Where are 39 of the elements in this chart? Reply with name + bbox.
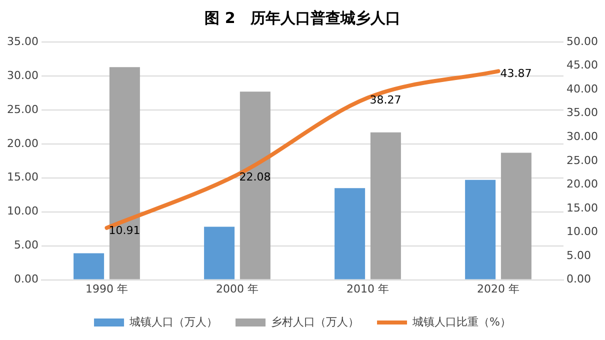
bar [465,180,496,280]
bar [204,226,235,280]
x-tick-label: 1990 年 [85,282,128,296]
y2-tick-label: 25.00 [566,154,598,167]
y2-tick-label: 50.00 [566,34,598,48]
bar [240,92,270,280]
data-label: 22.08 [239,170,271,184]
y-tick-label: 10.00 [6,204,38,218]
y-tick-label: 35.00 [6,34,38,48]
y-tick-label: 20.00 [6,136,38,150]
bar [74,253,104,280]
legend-label: 城镇人口比重（%） [412,315,511,328]
y-tick-label: 15.00 [6,170,38,184]
y2-tick-label: 5.00 [566,248,592,262]
chart-title: 图 2 历年人口普查城乡人口 [204,8,400,27]
y2-tick-label: 15.00 [566,201,598,214]
data-label: 43.87 [500,67,532,80]
bar [334,188,366,280]
y2-tick-label: 40.00 [566,82,598,96]
data-label: 10.91 [108,224,140,237]
y2-tick-label: 20.00 [566,178,598,191]
bar [370,132,401,280]
y2-tick-label: 30.00 [566,130,598,143]
data-label: 38.27 [370,94,402,107]
y2-tick-label: 45.00 [566,58,598,72]
y2-tick-label: 35.00 [566,106,598,120]
y2-tick-label: 0.00 [566,272,592,286]
y-tick-label: 30.00 [6,68,38,82]
legend-label: 城镇人口（万人） [128,315,218,328]
bar [500,152,532,280]
x-tick-label: 2020 年 [477,282,520,296]
y-tick-label: 25.00 [6,102,38,116]
y-tick-label: 0.00 [14,272,38,286]
legend-label: 乡村人口（万人） [271,315,360,328]
y2-tick-label: 10.00 [566,225,598,238]
x-tick-label: 2000 年 [216,282,258,296]
y-tick-label: 5.00 [14,238,38,252]
x-tick-label: 2010 年 [346,282,389,296]
bar [109,67,140,280]
